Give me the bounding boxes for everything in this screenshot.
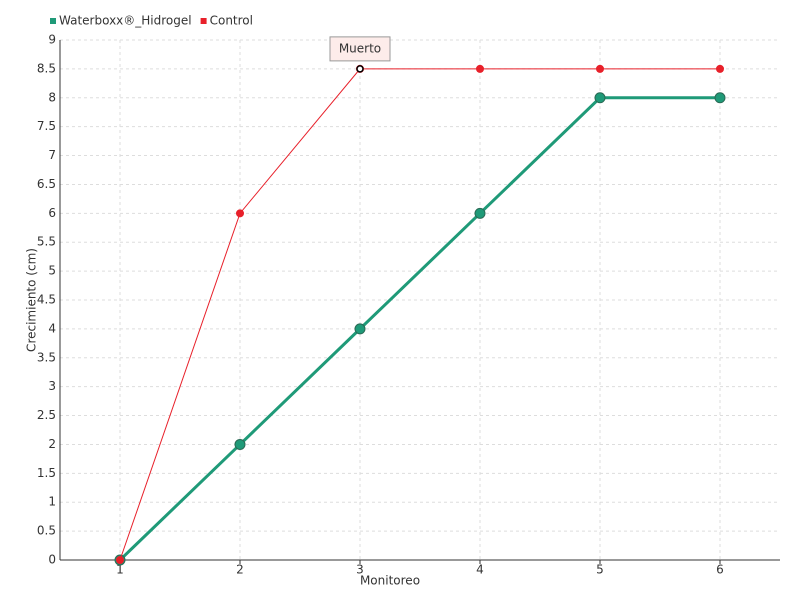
y-tick-label: 9 xyxy=(48,33,56,47)
data-point xyxy=(714,92,726,104)
legend-label: Control xyxy=(210,14,253,28)
y-tick-label: 1.5 xyxy=(37,466,56,480)
legend-swatch xyxy=(200,18,207,24)
data-point xyxy=(234,438,246,450)
y-tick-label: 7 xyxy=(48,148,56,162)
y-tick-label: 2.5 xyxy=(37,408,56,422)
y-tick-label: 1 xyxy=(48,495,56,509)
data-point xyxy=(474,207,486,219)
y-tick-label: 5 xyxy=(48,264,56,278)
series-line xyxy=(119,68,720,561)
data-point xyxy=(716,64,724,73)
annotation-text: Muerto xyxy=(339,41,381,55)
y-tick-label: 4.5 xyxy=(37,293,56,307)
data-point xyxy=(236,209,244,218)
y-tick-label: 3 xyxy=(48,379,56,393)
y-tick-label: 3.5 xyxy=(37,350,56,364)
legend-label: Waterboxx®_Hidrogel xyxy=(59,14,192,28)
legend-swatch xyxy=(50,18,56,24)
y-tick-label: 8.5 xyxy=(37,61,56,75)
y-tick-label: 6 xyxy=(48,206,56,220)
y-tick-label: 5.5 xyxy=(37,235,56,249)
x-tick-label: 2 xyxy=(236,563,244,577)
data-point xyxy=(476,64,484,73)
x-tick-label: 1 xyxy=(116,563,124,577)
y-tick-label: 7.5 xyxy=(37,119,56,133)
x-tick-label: 4 xyxy=(476,563,484,577)
y-tick-label: 8 xyxy=(48,90,56,104)
data-point xyxy=(594,92,606,104)
y-tick-label: 0.5 xyxy=(37,524,56,538)
y-tick-label: 6.5 xyxy=(37,177,56,191)
annotation-box xyxy=(329,36,391,62)
x-tick-label: 3 xyxy=(356,563,364,577)
y-tick-label: 2 xyxy=(48,437,56,451)
x-axis-title: Monitoreo xyxy=(360,574,420,588)
x-tick-label: 5 xyxy=(596,563,604,577)
data-point xyxy=(596,64,604,73)
y-axis-title: Crecimiento (cm) xyxy=(25,248,39,352)
series-line xyxy=(118,96,720,562)
y-tick-label: 0 xyxy=(48,553,56,567)
x-tick-label: 6 xyxy=(716,563,724,577)
data-point xyxy=(116,556,124,564)
annotation-marker xyxy=(356,65,364,73)
data-point xyxy=(354,323,366,335)
y-tick-label: 4 xyxy=(48,321,56,335)
